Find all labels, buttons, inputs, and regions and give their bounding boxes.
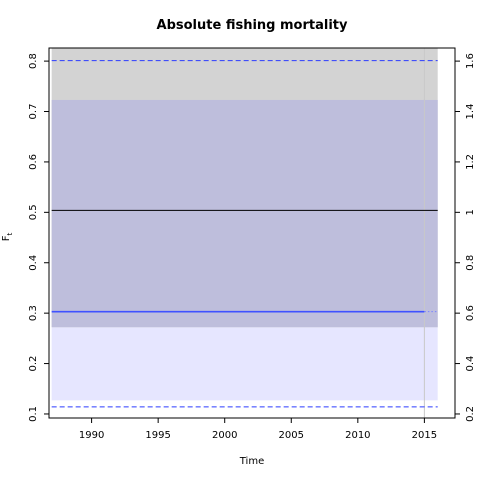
ci-band-2 bbox=[51, 99, 438, 328]
y-tick-label-6: 0.7 bbox=[28, 104, 39, 120]
x-tick-label-3: 2005 bbox=[279, 430, 304, 441]
ci-band-1 bbox=[51, 327, 438, 401]
y2-tick-label-3: 0.8 bbox=[465, 255, 476, 271]
y-tick-label-7: 0.8 bbox=[28, 53, 39, 69]
y-tick-label-5: 0.6 bbox=[28, 154, 39, 170]
x-tick-label-4: 2010 bbox=[345, 430, 370, 441]
x-tick-label-1: 1995 bbox=[145, 430, 170, 441]
x-tick-label-2: 2000 bbox=[212, 430, 237, 441]
y2-tick-label-4: 1 bbox=[465, 209, 476, 215]
x-axis-label: Time bbox=[239, 456, 264, 467]
y-axis-label-subscript: t bbox=[6, 232, 14, 235]
y2-tick-label-2: 0.6 bbox=[465, 305, 476, 321]
x-tick-label-5: 2015 bbox=[412, 430, 437, 441]
y-tick-label-3: 0.4 bbox=[28, 255, 39, 271]
y-axis-label: Ft bbox=[1, 232, 14, 241]
chart-title: Absolute fishing mortality bbox=[157, 18, 348, 33]
x-tick-label-0: 1990 bbox=[79, 430, 104, 441]
y2-tick-label-7: 1.6 bbox=[465, 53, 476, 69]
y2-tick-label-1: 0.4 bbox=[465, 356, 476, 372]
y2-tick-label-0: 0.2 bbox=[465, 406, 476, 422]
y-tick-label-2: 0.3 bbox=[28, 305, 39, 321]
y2-tick-label-5: 1.2 bbox=[465, 154, 476, 170]
y2-tick-label-6: 1.4 bbox=[465, 104, 476, 120]
x-axis: 1990 1995 2000 2005 2010 2015 bbox=[79, 418, 437, 441]
plot-area bbox=[51, 48, 438, 418]
plot-frame bbox=[48, 47, 456, 419]
y-axis-right: 0.2 0.4 0.6 0.8 1 1.2 1.4 1.6 bbox=[455, 53, 476, 422]
y-axis-left: 0.1 0.2 0.3 0.4 0.5 0.6 0.7 0.8 bbox=[28, 53, 49, 422]
y-tick-label-4: 0.5 bbox=[28, 204, 39, 220]
y-tick-label-1: 0.2 bbox=[28, 356, 39, 372]
y-tick-label-0: 0.1 bbox=[28, 406, 39, 422]
